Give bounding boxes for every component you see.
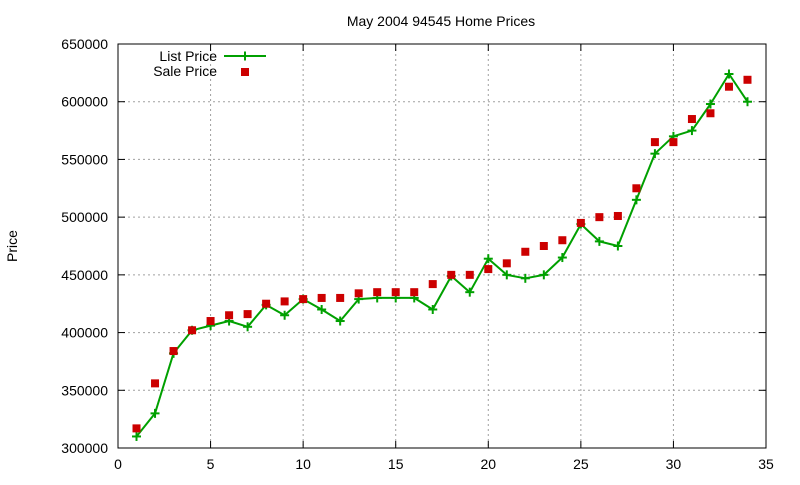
sale-price-point (687, 115, 696, 124)
list-price-point (539, 270, 549, 280)
list-price-point (650, 149, 660, 159)
sale-price-point (465, 270, 474, 279)
data-series (132, 69, 752, 441)
sale-price-point (558, 236, 567, 245)
list-price-point (428, 304, 438, 314)
legend-label-sale-price: Sale Price (153, 63, 217, 79)
list-price-point (483, 254, 493, 264)
y-tick-label: 500000 (61, 209, 108, 225)
list-price-point (613, 241, 623, 251)
sale-price-point (410, 288, 419, 297)
y-tick-label: 400000 (61, 325, 108, 341)
sale-price-point (669, 138, 678, 147)
sale-price-point (539, 242, 548, 250)
list-price-point (132, 431, 142, 441)
list-price-point (280, 310, 290, 320)
y-tick-label: 600000 (61, 94, 108, 110)
x-tick-label: 15 (388, 456, 404, 472)
sale-price-point (317, 293, 326, 302)
list-price-point (335, 316, 345, 326)
list-price-point (317, 304, 327, 314)
y-tick-label: 300000 (61, 440, 108, 456)
list-price-point (150, 408, 160, 418)
sale-price-point (632, 184, 641, 193)
list-price-point (465, 287, 475, 297)
list-price-point (243, 322, 253, 332)
list-price-point (520, 273, 530, 283)
sale-price-point (484, 265, 493, 274)
legend-swatch-sale-price (241, 68, 249, 76)
x-tick-label: 0 (114, 456, 122, 472)
sale-price-point (132, 424, 141, 433)
sale-price-point (299, 295, 308, 304)
y-tick-label: 450000 (61, 267, 108, 283)
sale-price-point (576, 218, 585, 227)
list-price-point (502, 270, 512, 280)
sale-price-point (280, 297, 289, 306)
sale-price-point (724, 82, 733, 91)
y-tick-label: 350000 (61, 382, 108, 398)
list-price-point (742, 97, 752, 107)
list-price-point (631, 195, 641, 205)
sale-price-point (613, 211, 622, 220)
sale-price-point (169, 347, 178, 356)
x-tick-label: 10 (295, 456, 311, 472)
sale-price-point (206, 317, 215, 326)
x-tick-label: 35 (758, 456, 774, 472)
list-price-line (135, 73, 749, 438)
plot-frame (117, 43, 767, 449)
sale-price-point (225, 311, 234, 320)
sale-price-point (391, 288, 400, 297)
sale-price-point (706, 109, 715, 118)
grid-lines (118, 44, 766, 448)
sale-price-point (595, 213, 604, 222)
list-price-point (705, 99, 715, 109)
sale-price-point (743, 75, 752, 84)
sale-price-point (521, 247, 530, 256)
list-price-point (724, 69, 734, 79)
sale-price-point (151, 379, 160, 388)
chart-title: May 2004 94545 Home Prices (347, 13, 535, 29)
list-price-point (594, 236, 604, 246)
y-axis-label: Price (4, 230, 20, 262)
sale-price-point (188, 326, 197, 335)
axis-ticks (117, 43, 767, 449)
list-price-point (557, 253, 567, 263)
x-tick-label: 5 (207, 456, 215, 472)
sale-price-point (502, 259, 511, 268)
x-tick-label: 25 (573, 456, 589, 472)
y-tick-label: 650000 (61, 36, 108, 52)
sale-price-point (373, 288, 382, 297)
x-tick-label: 20 (480, 456, 496, 472)
sale-price-point (447, 270, 456, 279)
sale-price-point (243, 310, 252, 319)
sale-price-point (650, 138, 659, 147)
sale-price-point (354, 289, 363, 298)
sale-price-point (336, 293, 345, 302)
sale-price-point (428, 280, 437, 289)
tick-labels: 0 5 10 15 20 25 30 35 300000 350000 400000 450000 50… (61, 36, 774, 472)
list-price-point (687, 126, 697, 136)
legend-label-list-price: List Price (159, 48, 217, 64)
x-tick-label: 30 (666, 456, 682, 472)
sale-price-point (262, 299, 271, 308)
y-tick-label: 550000 (61, 151, 108, 167)
